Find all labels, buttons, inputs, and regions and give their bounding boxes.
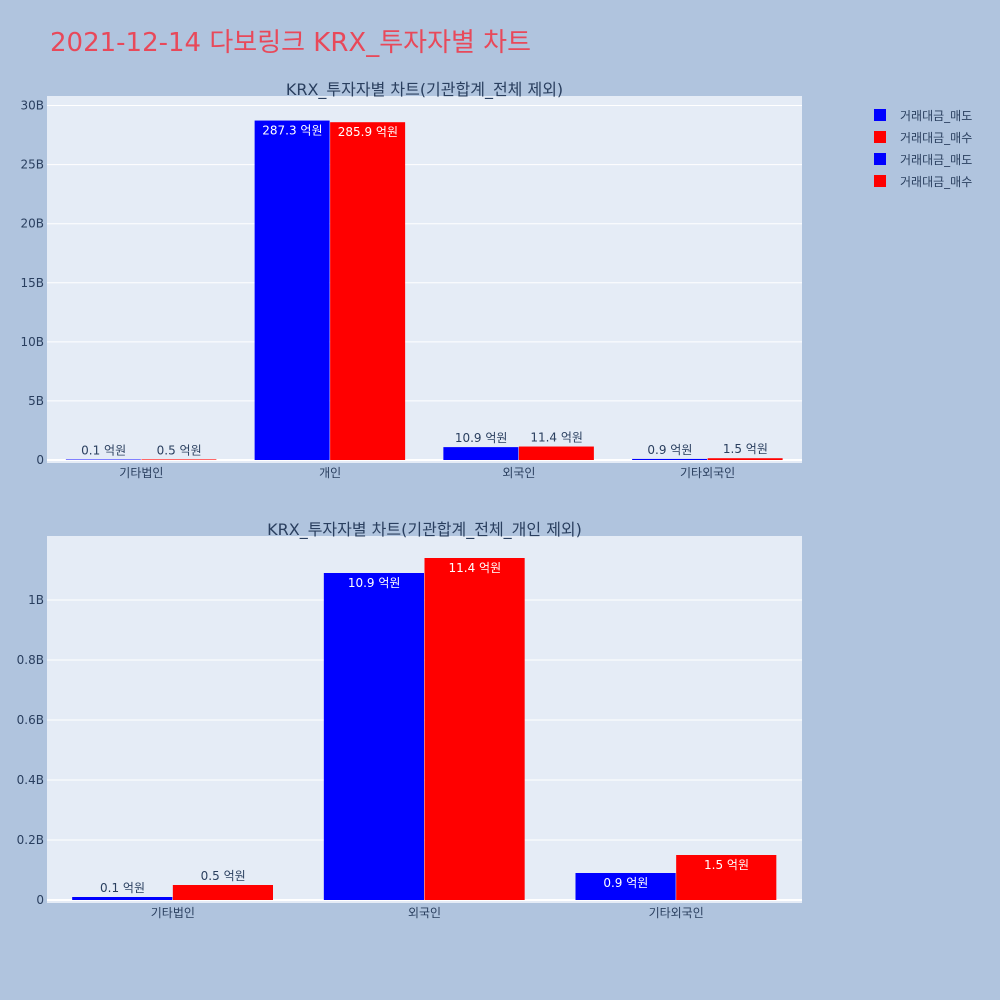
bar xyxy=(518,446,594,460)
y-tick-label: 0 xyxy=(36,453,44,467)
bar-data-label: 0.1 억원 xyxy=(100,881,145,895)
bar-data-label: 1.5 억원 xyxy=(723,442,768,456)
legend-item[interactable]: 거래대금_매도 xyxy=(874,148,972,170)
plot-area xyxy=(47,96,802,463)
bar xyxy=(707,458,783,460)
bar xyxy=(424,558,525,900)
bar xyxy=(65,459,141,460)
legend-swatch xyxy=(874,109,886,121)
bar-data-label: 10.9 억원 xyxy=(348,576,401,590)
x-tick-label: 기타법인 xyxy=(119,466,163,480)
bar xyxy=(575,873,676,900)
bar-data-label: 285.9 억원 xyxy=(338,125,398,139)
bar xyxy=(254,120,330,460)
bar-data-label: 1.5 억원 xyxy=(704,858,749,872)
x-tick-label: 외국인 xyxy=(408,906,441,920)
legend-swatch xyxy=(874,175,886,187)
legend-item[interactable]: 거래대금_매수 xyxy=(874,170,972,192)
bar xyxy=(72,897,173,900)
bar xyxy=(323,573,424,900)
y-tick-label: 5B xyxy=(28,394,44,408)
bar-data-label: 0.1 억원 xyxy=(81,444,126,458)
x-tick-label: 기타외국인 xyxy=(649,906,704,920)
x-tick-label: 개인 xyxy=(319,466,341,480)
bar xyxy=(632,458,708,460)
legend-label: 거래대금_매도 xyxy=(900,152,973,167)
bar-data-label: 10.9 억원 xyxy=(455,431,508,445)
y-tick-label: 0.8B xyxy=(17,653,44,667)
y-tick-label: 15B xyxy=(20,276,44,290)
legend-swatch xyxy=(874,131,886,143)
x-tick-label: 기타외국인 xyxy=(680,466,735,480)
bar xyxy=(141,459,217,460)
x-tick-label: 외국인 xyxy=(502,466,535,480)
bar-data-label: 0.9 억원 xyxy=(603,876,648,890)
legend-item[interactable]: 거래대금_매수 xyxy=(874,126,972,148)
bar-data-label: 287.3 억원 xyxy=(262,124,322,138)
y-tick-label: 30B xyxy=(20,99,44,113)
bar-data-label: 0.5 억원 xyxy=(157,443,202,457)
y-tick-label: 10B xyxy=(20,335,44,349)
bar xyxy=(330,122,406,461)
legend-item[interactable]: 거래대금_매도 xyxy=(874,104,972,126)
legend-label: 거래대금_매수 xyxy=(900,174,973,189)
legend-swatch xyxy=(874,153,886,165)
bar-data-label: 11.4 억원 xyxy=(530,431,583,445)
y-tick-label: 0.6B xyxy=(17,713,44,727)
legend-label: 거래대금_매도 xyxy=(900,108,973,123)
bar-data-label: 11.4 억원 xyxy=(449,561,502,575)
y-tick-label: 25B xyxy=(20,158,44,172)
chart-title: KRX_투자자별 차트(기관합계_전체 제외) xyxy=(286,80,563,100)
y-tick-label: 0.4B xyxy=(17,773,44,787)
y-tick-label: 20B xyxy=(20,217,44,231)
y-tick-label: 0.2B xyxy=(17,833,44,847)
y-tick-label: 1B xyxy=(28,593,44,607)
legend[interactable]: 거래대금_매도 거래대금_매수 거래대금_매도 거래대금_매수 xyxy=(874,104,972,192)
y-tick-label: 0 xyxy=(36,893,44,907)
figure-title: 2021-12-14 다보링크 KRX_투자자별 차트 xyxy=(50,28,532,58)
bar xyxy=(676,855,777,900)
chart-title: KRX_투자자별 차트(기관합계_전체_개인 제외) xyxy=(267,520,582,540)
x-tick-label: 기타법인 xyxy=(151,906,195,920)
bar xyxy=(443,447,519,460)
legend-label: 거래대금_매수 xyxy=(900,130,973,145)
bar-data-label: 0.5 억원 xyxy=(201,869,246,883)
bar-data-label: 0.9 억원 xyxy=(647,443,692,457)
bar xyxy=(172,885,273,900)
